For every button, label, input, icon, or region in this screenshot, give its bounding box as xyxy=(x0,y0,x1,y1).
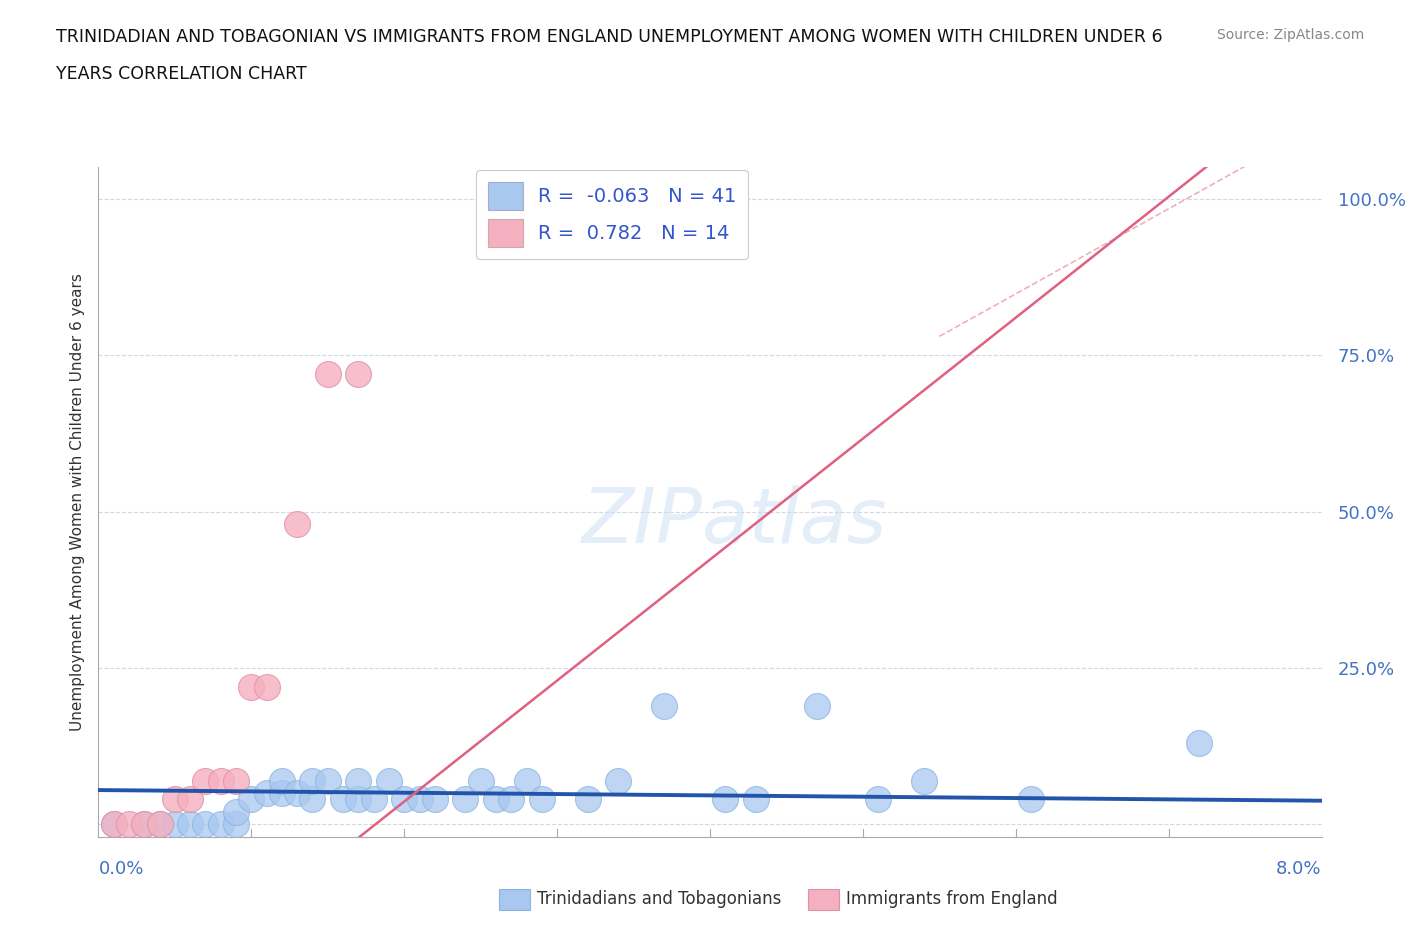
Point xyxy=(868,792,890,807)
Point xyxy=(149,817,172,832)
Point xyxy=(316,773,339,788)
Point xyxy=(301,773,323,788)
Text: Trinidadians and Tobagonians: Trinidadians and Tobagonians xyxy=(537,890,782,909)
Point xyxy=(576,792,599,807)
Point xyxy=(285,517,308,532)
Point xyxy=(347,366,370,381)
Point xyxy=(332,792,354,807)
Point xyxy=(423,792,446,807)
Point xyxy=(240,792,263,807)
Point xyxy=(1188,736,1211,751)
Point xyxy=(209,817,232,832)
Legend: R =  -0.063   N = 41, R =  0.782   N = 14: R = -0.063 N = 41, R = 0.782 N = 14 xyxy=(477,170,748,259)
Point xyxy=(225,804,247,819)
Point xyxy=(501,792,523,807)
Point xyxy=(134,817,156,832)
Point xyxy=(134,817,156,832)
Point xyxy=(149,817,172,832)
Point xyxy=(714,792,737,807)
Point xyxy=(408,792,430,807)
Point xyxy=(470,773,492,788)
Y-axis label: Unemployment Among Women with Children Under 6 years: Unemployment Among Women with Children U… xyxy=(69,273,84,731)
Point xyxy=(516,773,538,788)
Point xyxy=(194,817,217,832)
Point xyxy=(194,773,217,788)
Point xyxy=(225,773,247,788)
Point xyxy=(256,680,278,695)
Point xyxy=(806,698,828,713)
Text: TRINIDADIAN AND TOBAGONIAN VS IMMIGRANTS FROM ENGLAND UNEMPLOYMENT AMONG WOMEN W: TRINIDADIAN AND TOBAGONIAN VS IMMIGRANTS… xyxy=(56,28,1163,46)
Point xyxy=(745,792,768,807)
Point xyxy=(225,817,247,832)
Point xyxy=(607,773,630,788)
Point xyxy=(392,792,416,807)
Text: ZIPatlas: ZIPatlas xyxy=(582,485,887,559)
Point xyxy=(270,786,294,801)
Point xyxy=(347,773,370,788)
Point xyxy=(103,817,125,832)
Point xyxy=(163,792,186,807)
Text: Immigrants from England: Immigrants from England xyxy=(846,890,1059,909)
Point xyxy=(240,680,263,695)
Point xyxy=(285,786,308,801)
Text: Source: ZipAtlas.com: Source: ZipAtlas.com xyxy=(1216,28,1364,42)
Point xyxy=(179,817,201,832)
Point xyxy=(363,792,385,807)
Point xyxy=(209,773,232,788)
Point xyxy=(378,773,401,788)
Point xyxy=(454,792,477,807)
Point xyxy=(270,773,294,788)
Point xyxy=(163,817,186,832)
Point xyxy=(256,786,278,801)
Point xyxy=(316,366,339,381)
Point xyxy=(652,698,675,713)
Point xyxy=(179,792,201,807)
Point xyxy=(118,817,141,832)
Point xyxy=(301,792,323,807)
Point xyxy=(103,817,125,832)
Point xyxy=(485,792,508,807)
Point xyxy=(912,773,935,788)
Text: 8.0%: 8.0% xyxy=(1277,860,1322,878)
Point xyxy=(1019,792,1042,807)
Text: YEARS CORRELATION CHART: YEARS CORRELATION CHART xyxy=(56,65,307,83)
Text: 0.0%: 0.0% xyxy=(98,860,143,878)
Point xyxy=(347,792,370,807)
Point xyxy=(530,792,553,807)
